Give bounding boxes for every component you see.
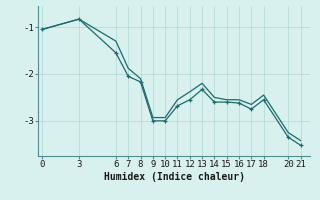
X-axis label: Humidex (Indice chaleur): Humidex (Indice chaleur) — [104, 172, 245, 182]
